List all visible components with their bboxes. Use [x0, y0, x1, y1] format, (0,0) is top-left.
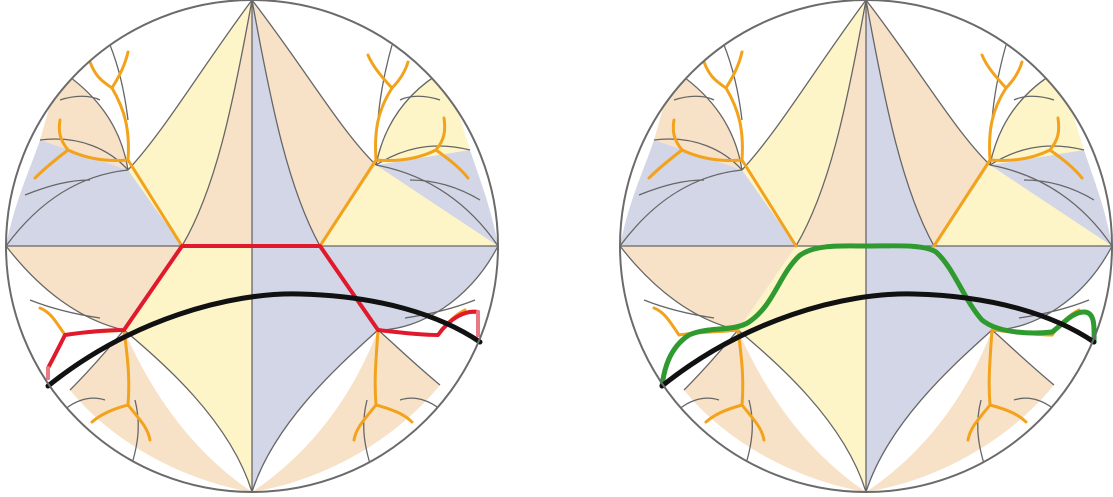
lavender-region [620, 170, 796, 246]
black-geodesic [45, 291, 483, 389]
peach-region [796, 0, 866, 246]
lavender-region [990, 150, 1112, 246]
lavender-region [934, 246, 1112, 330]
red-path [46, 244, 480, 380]
peach-region [654, 70, 742, 170]
peach-region [620, 246, 796, 330]
lavender-region [866, 0, 934, 246]
peach-region [182, 0, 252, 246]
yellow-region [742, 0, 866, 246]
yellow-region [320, 165, 498, 246]
peach-region [684, 330, 866, 492]
cell-boundaries [620, 0, 1112, 492]
lavender-region [252, 246, 378, 492]
lavender-region [620, 140, 742, 246]
left-tiling [6, 0, 498, 492]
yellow-region [738, 246, 866, 492]
yellow-region [128, 0, 252, 246]
peach-region [252, 330, 440, 492]
right-tiling [620, 0, 1112, 492]
lavender-region [252, 0, 320, 246]
lavender-region [6, 170, 182, 246]
black-geodesic [659, 291, 1097, 389]
right-disk [619, 0, 1113, 493]
peach-region [70, 330, 252, 492]
left-disk [5, 0, 499, 493]
peach-region [252, 0, 376, 246]
right-disk-outline [619, 0, 1113, 493]
peach-region [40, 70, 128, 170]
yellow-region [934, 165, 1112, 246]
left-disk-outline [5, 0, 499, 493]
lavender-region [6, 140, 128, 246]
peach-region [866, 330, 1054, 492]
peach-region [866, 0, 990, 246]
lavender-region [376, 150, 498, 246]
yellow-region [124, 246, 252, 492]
lavender-region [866, 246, 992, 492]
